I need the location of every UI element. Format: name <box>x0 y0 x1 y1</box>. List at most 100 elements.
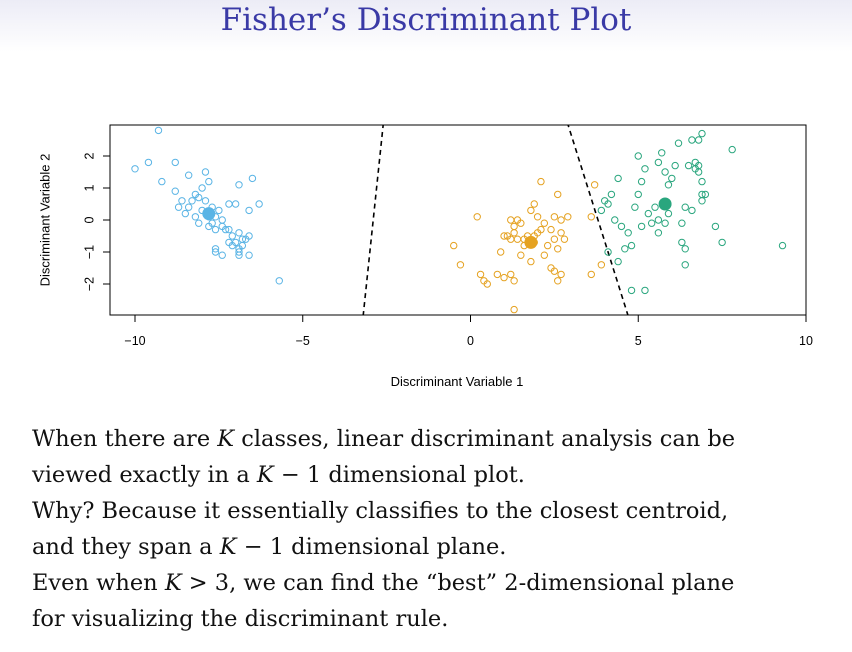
data-point <box>171 158 179 167</box>
data-point <box>678 238 686 247</box>
data-point <box>235 181 243 189</box>
math-k: K <box>217 426 235 452</box>
data-point <box>144 158 153 167</box>
x-tick-label: 0 <box>467 334 474 348</box>
data-point <box>205 222 213 231</box>
title-band <box>0 0 852 52</box>
data-point <box>450 241 458 250</box>
data-point <box>604 248 612 256</box>
data-point <box>245 251 253 259</box>
data-point <box>597 206 606 215</box>
x-tick-label: −5 <box>296 334 310 348</box>
data-point <box>701 190 710 199</box>
data-point <box>500 273 508 282</box>
data-point <box>654 158 663 167</box>
text-span: Why? Because it essentially classifies t… <box>32 498 729 524</box>
text-span: − 1 dimensional plane. <box>236 534 507 560</box>
data-point <box>245 206 253 215</box>
data-point <box>456 261 465 269</box>
data-point <box>537 225 545 234</box>
data-point <box>557 270 565 279</box>
data-point <box>678 219 686 227</box>
data-point <box>231 200 240 208</box>
data-point <box>688 136 696 144</box>
data-point <box>201 197 210 205</box>
data-point <box>681 261 689 269</box>
data-point <box>590 181 599 189</box>
x-tick-label: −10 <box>124 334 145 348</box>
y-tick-label: 2 <box>82 152 96 159</box>
data-point <box>154 126 163 135</box>
data-point <box>627 286 636 295</box>
data-point <box>228 241 236 250</box>
data-point <box>503 232 512 240</box>
data-point <box>664 181 673 189</box>
data-point <box>517 251 525 259</box>
data-point <box>691 165 699 173</box>
data-point <box>235 251 243 259</box>
data-point <box>245 232 253 240</box>
data-point <box>473 213 481 221</box>
text-line-6: for visualizing the discriminant rule. <box>32 601 837 637</box>
data-point <box>604 200 612 208</box>
data-point <box>496 248 505 256</box>
data-point <box>587 270 595 279</box>
y-tick-label: −1 <box>82 245 96 259</box>
data-point <box>158 177 166 186</box>
data-point <box>557 216 565 224</box>
data-point <box>718 238 726 247</box>
x-tick-label: 10 <box>799 334 813 348</box>
text-span: Even when <box>32 570 165 596</box>
data-point <box>201 168 210 176</box>
x-tick-label: 5 <box>635 334 642 348</box>
data-point <box>550 213 559 221</box>
math-k: K <box>256 462 274 488</box>
data-point <box>694 136 703 144</box>
data-point <box>533 213 542 221</box>
class-centroid <box>202 207 216 221</box>
data-point <box>195 193 203 202</box>
data-point <box>698 129 706 138</box>
data-point <box>507 216 515 224</box>
data-point <box>248 174 257 183</box>
data-point <box>537 177 545 186</box>
class-centroid <box>658 197 672 211</box>
data-point <box>221 225 230 234</box>
data-point <box>500 232 508 240</box>
data-point <box>493 270 502 279</box>
data-point <box>564 213 572 221</box>
data-point <box>597 261 606 269</box>
data-point <box>624 229 632 237</box>
text-line-5: Even when K > 3, we can find the “best” … <box>32 565 837 601</box>
data-point <box>275 277 283 285</box>
data-point <box>637 177 646 186</box>
data-point <box>621 245 629 253</box>
text-line-4: and they span a K − 1 dimensional plane. <box>32 529 837 565</box>
data-point <box>235 248 243 256</box>
data-point <box>671 161 679 170</box>
data-point <box>181 209 190 218</box>
data-point <box>510 305 518 314</box>
data-point <box>540 219 549 227</box>
data-point <box>131 165 139 173</box>
data-point <box>698 177 706 186</box>
data-point <box>654 216 663 224</box>
data-point <box>211 225 220 234</box>
y-tick-label: 1 <box>82 184 96 191</box>
data-point <box>651 203 659 211</box>
data-point <box>543 241 552 250</box>
data-point <box>627 241 636 250</box>
data-point <box>557 229 565 237</box>
data-point <box>684 161 693 170</box>
data-point <box>631 203 639 211</box>
data-point <box>547 225 555 234</box>
data-point <box>661 168 669 176</box>
data-point <box>778 241 787 250</box>
text-span: viewed exactly in a <box>32 462 257 488</box>
data-point <box>178 197 186 205</box>
data-point <box>510 277 518 285</box>
data-point <box>205 177 213 186</box>
text-line-1: When there are K classes, linear discrim… <box>32 421 837 457</box>
